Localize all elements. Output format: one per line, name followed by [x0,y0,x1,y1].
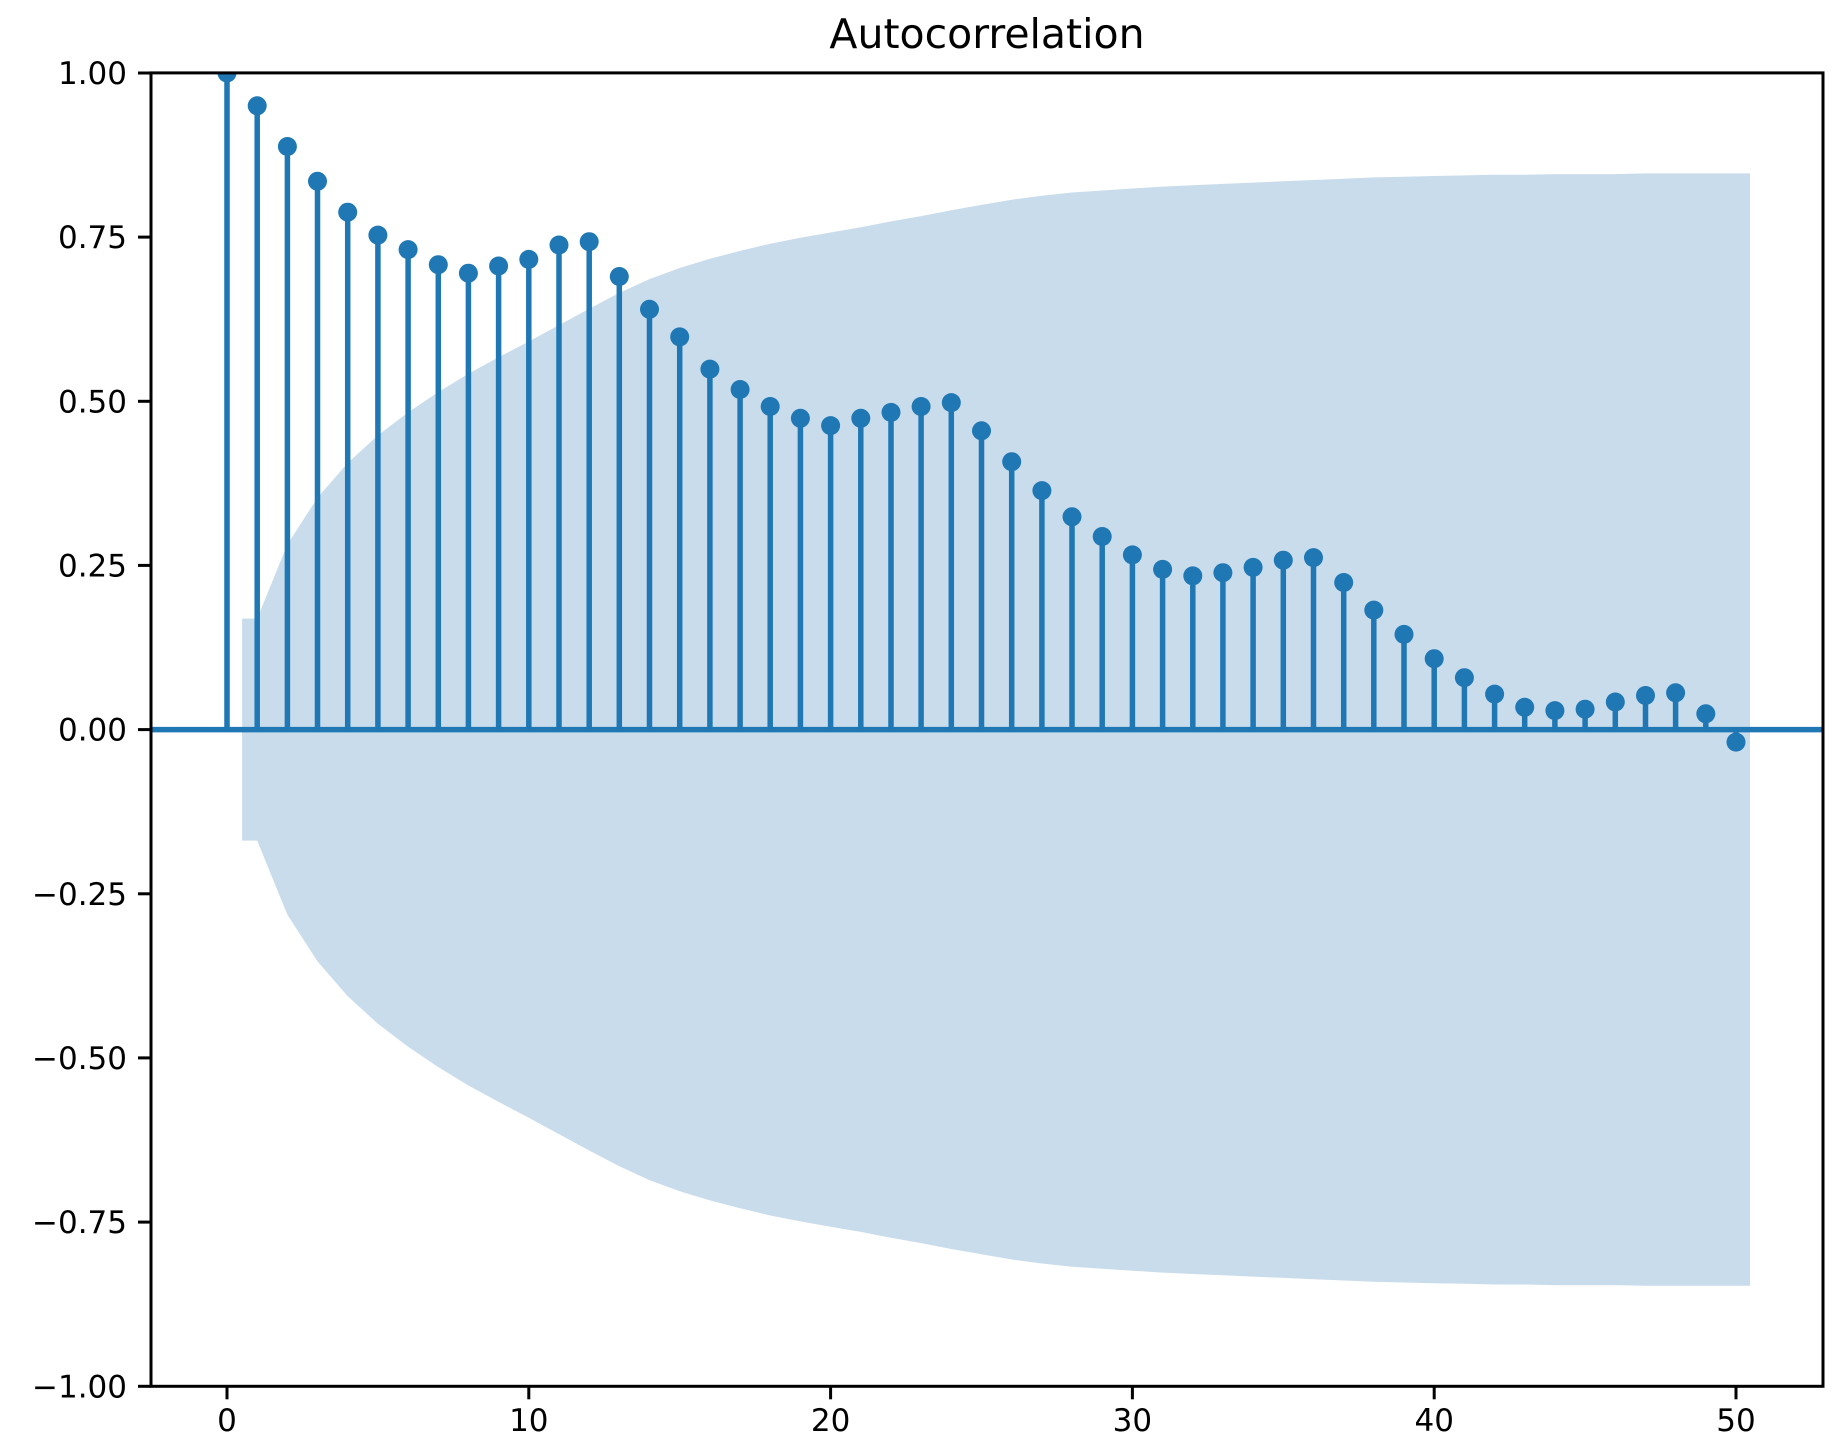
y-tick-label: −0.75 [32,1205,127,1241]
acf-marker-lag-34 [1243,557,1263,577]
acf-marker-lag-17 [730,380,750,399]
x-tick-label: 50 [1716,1403,1755,1439]
acf-marker-lag-40 [1424,649,1444,669]
acf-marker-lag-0 [217,72,237,83]
acf-marker-lag-25 [972,421,991,441]
x-tick-label: 40 [1414,1403,1453,1439]
y-tick-label: −1.00 [32,1369,127,1405]
y-tick-label: 0.00 [58,713,127,749]
acf-marker-lag-44 [1545,701,1565,721]
acf-marker-lag-2 [277,137,297,156]
acf-marker-lag-13 [609,267,629,286]
acf-marker-lag-39 [1394,624,1414,644]
acf-marker-lag-22 [881,402,901,422]
acf-marker-lag-36 [1304,548,1323,568]
x-tick-label: 10 [509,1403,548,1439]
acf-marker-lag-38 [1364,600,1384,620]
y-tick-label: 1.00 [58,56,127,92]
acf-marker-lag-10 [519,249,539,269]
acf-marker-lag-16 [700,359,720,379]
acf-marker-lag-43 [1515,697,1535,717]
acf-marker-lag-26 [1002,452,1022,472]
y-tick-label: 0.75 [58,220,127,256]
acf-marker-lag-6 [398,240,418,260]
y-tick-label: 0.50 [58,384,127,420]
acf-marker-lag-21 [851,408,871,428]
acf-marker-lag-19 [790,408,810,428]
acf-marker-lag-7 [428,255,448,275]
acf-marker-lag-12 [579,232,599,252]
acf-marker-lag-23 [911,397,931,416]
acf-marker-lag-37 [1334,573,1354,592]
acf-marker-lag-50 [1726,732,1746,752]
y-tick-label: −0.50 [32,1041,127,1077]
acf-marker-lag-11 [549,235,569,255]
y-tick-label: −0.25 [32,877,127,913]
acf-marker-lag-1 [247,96,267,116]
acf-marker-lag-15 [670,327,690,347]
acf-marker-lag-29 [1092,527,1112,546]
acf-marker-lag-49 [1696,704,1716,724]
acf-marker-lag-27 [1032,481,1052,501]
acf-marker-lag-47 [1636,686,1655,705]
acf-marker-lag-33 [1213,563,1233,583]
y-tick-label: 0.25 [58,548,127,584]
acf-marker-lag-41 [1454,668,1474,688]
acf-marker-lag-18 [760,397,780,416]
acf-marker-lag-14 [640,299,659,319]
acf-marker-lag-30 [1122,545,1142,565]
acf-marker-lag-46 [1605,692,1625,712]
acf-marker-lag-4 [338,202,358,222]
acf-marker-lag-9 [489,256,509,276]
acf-marker-lag-24 [941,393,961,413]
acf-marker-lag-31 [1153,559,1173,579]
acf-marker-lag-20 [821,416,841,436]
acf-marker-lag-8 [458,263,478,283]
x-tick-label: 20 [811,1403,850,1439]
chart-title: Autocorrelation [829,10,1145,58]
acf-marker-lag-48 [1666,683,1686,703]
acf-marker-lag-28 [1062,507,1082,527]
x-tick-label: 30 [1113,1403,1152,1439]
acf-marker-lag-42 [1485,684,1505,704]
acf-marker-lag-45 [1575,699,1595,719]
acf-marker-lag-3 [308,171,327,191]
acf-marker-lag-35 [1273,550,1293,570]
x-tick-label: 0 [217,1403,237,1439]
acf-marker-lag-5 [368,225,388,245]
acf-marker-lag-32 [1183,566,1203,586]
